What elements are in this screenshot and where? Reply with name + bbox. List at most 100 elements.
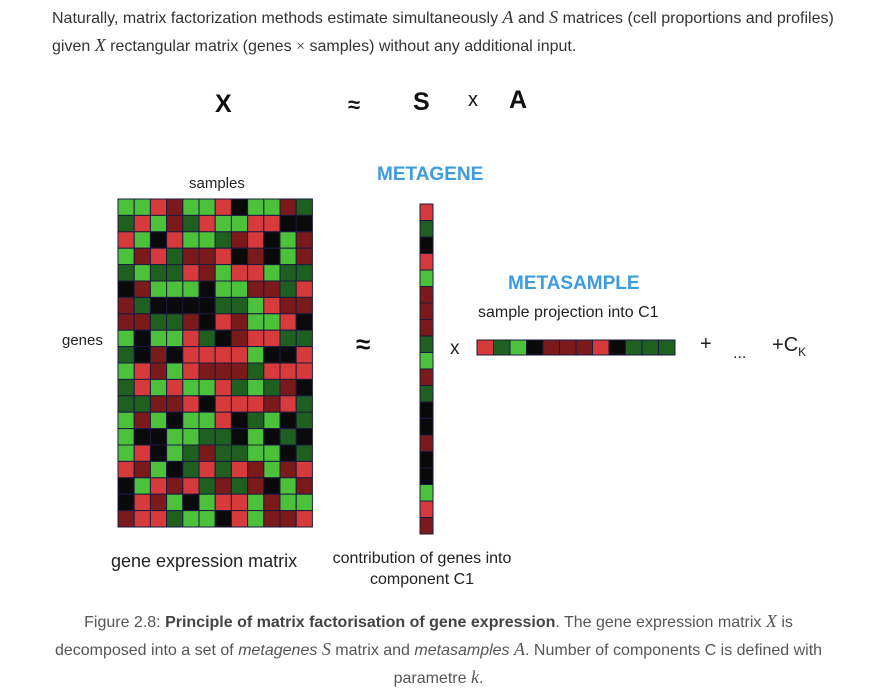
matrix-cell — [247, 362, 265, 380]
matrix-cell — [198, 493, 216, 512]
matrix-cell — [279, 428, 297, 446]
matrix-cell — [166, 198, 184, 216]
matrix-cell — [263, 493, 281, 512]
matrix-cell — [263, 214, 281, 233]
matrix-cell — [263, 313, 281, 331]
matrix-cell — [182, 477, 200, 495]
matrix-cell — [279, 280, 297, 298]
matrix-cell — [279, 296, 297, 315]
matrix-cell — [295, 378, 313, 397]
matrix-cell — [182, 313, 200, 331]
caption-text: matrix and — [330, 642, 415, 659]
metasample-cell — [542, 339, 560, 356]
matrix-cell — [214, 198, 232, 216]
matrix-cell — [247, 214, 265, 233]
matrix-cell — [247, 395, 265, 413]
caption-title: Principle of matrix factorisation of gen… — [165, 614, 556, 631]
matrix-cell — [230, 313, 249, 331]
matrix-cell — [263, 198, 281, 216]
matrix-cell — [263, 247, 281, 266]
matrix-cell — [279, 198, 297, 216]
matrix-cell — [198, 198, 216, 216]
matrix-cell — [263, 296, 281, 315]
caption-var-s: S — [321, 639, 331, 659]
matrix-cell — [247, 247, 265, 266]
matrix-cell — [117, 247, 135, 266]
matrix-cell — [295, 214, 313, 233]
matrix-cell — [182, 510, 200, 528]
matrix-cell — [263, 411, 281, 430]
matrix-cell — [166, 444, 184, 462]
matrix-cell — [214, 214, 232, 233]
matrix-cell — [166, 460, 184, 479]
matrix-cell — [214, 264, 232, 282]
matrix-cell — [279, 362, 297, 380]
matrix-cell — [149, 231, 168, 249]
matrix-cell — [247, 510, 265, 528]
matrix-cell — [133, 346, 151, 364]
matrix-cell — [133, 247, 151, 266]
matrix-cell — [295, 264, 313, 282]
matrix-cell — [117, 264, 135, 282]
matrix-cell — [279, 493, 297, 512]
metagene-cell — [419, 401, 434, 419]
matrix-cell — [279, 214, 297, 233]
matrix-cell — [230, 493, 249, 512]
matrix-cell — [182, 329, 200, 348]
matrix-cell — [230, 231, 249, 249]
matrix-cell — [247, 493, 265, 512]
figure-caption: Figure 2.8: Principle of matrix factoris… — [40, 608, 837, 692]
matrix-cell — [166, 346, 184, 364]
matrix-cell — [182, 296, 200, 315]
matrix-cell — [295, 428, 313, 446]
matrix-cell — [166, 378, 184, 397]
matrix-cell — [133, 428, 151, 446]
matrix-cell — [182, 460, 200, 479]
matrix-cell — [182, 362, 200, 380]
equation-s: S — [413, 88, 430, 116]
matrix-cell — [198, 477, 216, 495]
matrix-cell — [295, 362, 313, 380]
matrix-cell — [117, 493, 135, 512]
matrix-cell — [263, 395, 281, 413]
contribution-label: contribution of genes into component C1 — [322, 548, 522, 590]
gene-matrix-label: gene expression matrix — [111, 551, 298, 571]
matrix-cell — [198, 428, 216, 446]
matrix-cell — [166, 428, 184, 446]
matrix-cell — [214, 493, 232, 512]
math-var-a: A — [502, 7, 514, 27]
matrix-cell — [214, 346, 232, 364]
matrix-cell — [198, 329, 216, 348]
matrix-cell — [182, 214, 200, 233]
matrix-cell — [182, 378, 200, 397]
matrix-cell — [214, 378, 232, 397]
matrix-cell — [149, 362, 168, 380]
matrix-cell — [117, 231, 135, 249]
caption-text: . — [478, 670, 484, 687]
matrix-cell — [182, 280, 200, 298]
caption-metasamples: metasamples — [414, 642, 510, 659]
caption-text: . The gene expression matrix — [555, 614, 766, 631]
matrix-cell — [166, 329, 184, 348]
matrix-cell — [230, 280, 249, 298]
matrix-cell — [214, 477, 232, 495]
matrix-cell — [182, 493, 200, 512]
matrix-cell — [117, 395, 135, 413]
matrix-cell — [133, 493, 151, 512]
plus-ck-term: +CK — [772, 334, 806, 359]
matrix-cell — [247, 264, 265, 282]
intro-text: matrices (cell proportions and profiles)… — [52, 10, 834, 55]
metagene-cell — [419, 385, 434, 403]
matrix-cell — [149, 460, 168, 479]
matrix-cell — [117, 362, 135, 380]
matrix-cell — [263, 329, 281, 348]
matrix-cell — [214, 428, 232, 446]
matrix-cell — [295, 395, 313, 413]
metagene-cell — [419, 517, 434, 535]
matrix-cell — [117, 460, 135, 479]
matrix-cell — [198, 264, 216, 282]
matrix-cell — [214, 313, 232, 331]
matrix-cell — [198, 247, 216, 266]
matrix-cell — [198, 444, 216, 462]
matrix-cell — [247, 411, 265, 430]
